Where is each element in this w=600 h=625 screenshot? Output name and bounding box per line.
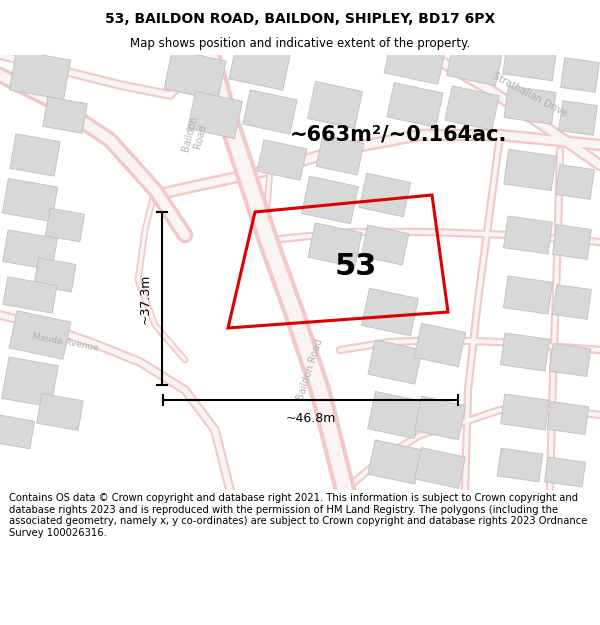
Text: Strathallan Drive: Strathallan Drive	[491, 71, 569, 119]
Text: 53: 53	[335, 253, 377, 281]
Polygon shape	[3, 277, 57, 313]
Polygon shape	[34, 258, 76, 292]
Polygon shape	[547, 401, 589, 434]
Polygon shape	[415, 323, 466, 367]
Polygon shape	[503, 276, 553, 314]
Polygon shape	[9, 311, 71, 359]
Polygon shape	[503, 216, 553, 254]
Polygon shape	[549, 344, 591, 376]
Polygon shape	[10, 51, 71, 99]
Polygon shape	[308, 81, 362, 129]
Polygon shape	[559, 101, 598, 135]
Polygon shape	[257, 140, 307, 180]
Polygon shape	[415, 448, 466, 488]
Text: ~663m²/~0.164ac.: ~663m²/~0.164ac.	[290, 125, 508, 145]
Polygon shape	[556, 165, 595, 199]
Polygon shape	[553, 225, 592, 259]
Text: Baildon Road: Baildon Road	[295, 338, 325, 402]
Text: Map shows position and indicative extent of the property.: Map shows position and indicative extent…	[130, 38, 470, 51]
Polygon shape	[544, 457, 586, 487]
Polygon shape	[188, 91, 242, 139]
Polygon shape	[387, 82, 443, 127]
Polygon shape	[164, 50, 226, 100]
Polygon shape	[497, 448, 543, 482]
Polygon shape	[2, 178, 58, 222]
Polygon shape	[504, 86, 556, 124]
Polygon shape	[361, 225, 409, 265]
Polygon shape	[368, 340, 422, 384]
Polygon shape	[10, 134, 60, 176]
Polygon shape	[553, 285, 592, 319]
Polygon shape	[368, 391, 422, 439]
Text: Contains OS data © Crown copyright and database right 2021. This information is : Contains OS data © Crown copyright and d…	[9, 493, 587, 538]
Polygon shape	[415, 396, 466, 440]
Polygon shape	[302, 176, 358, 224]
Polygon shape	[445, 86, 499, 130]
Polygon shape	[308, 223, 362, 267]
Polygon shape	[243, 90, 297, 134]
Polygon shape	[2, 230, 58, 270]
Polygon shape	[37, 394, 83, 431]
Polygon shape	[46, 208, 85, 242]
Polygon shape	[560, 58, 599, 92]
Polygon shape	[2, 357, 58, 407]
Polygon shape	[229, 40, 291, 90]
Text: 53, BAILDON ROAD, BAILDON, SHIPLEY, BD17 6PX: 53, BAILDON ROAD, BAILDON, SHIPLEY, BD17…	[105, 12, 495, 26]
Polygon shape	[43, 97, 88, 133]
Polygon shape	[316, 135, 364, 175]
Polygon shape	[384, 36, 446, 84]
Text: ~46.8m: ~46.8m	[286, 412, 335, 425]
Polygon shape	[500, 394, 550, 430]
Polygon shape	[503, 39, 557, 81]
Polygon shape	[362, 288, 418, 336]
Polygon shape	[504, 149, 556, 191]
Text: ~37.3m: ~37.3m	[139, 273, 152, 324]
Text: Maude Avenue: Maude Avenue	[31, 332, 99, 352]
Polygon shape	[368, 440, 422, 484]
Text: Baildon
Road: Baildon Road	[180, 114, 210, 156]
Polygon shape	[0, 415, 35, 449]
Polygon shape	[446, 38, 503, 86]
Polygon shape	[359, 173, 410, 217]
Polygon shape	[500, 333, 550, 371]
